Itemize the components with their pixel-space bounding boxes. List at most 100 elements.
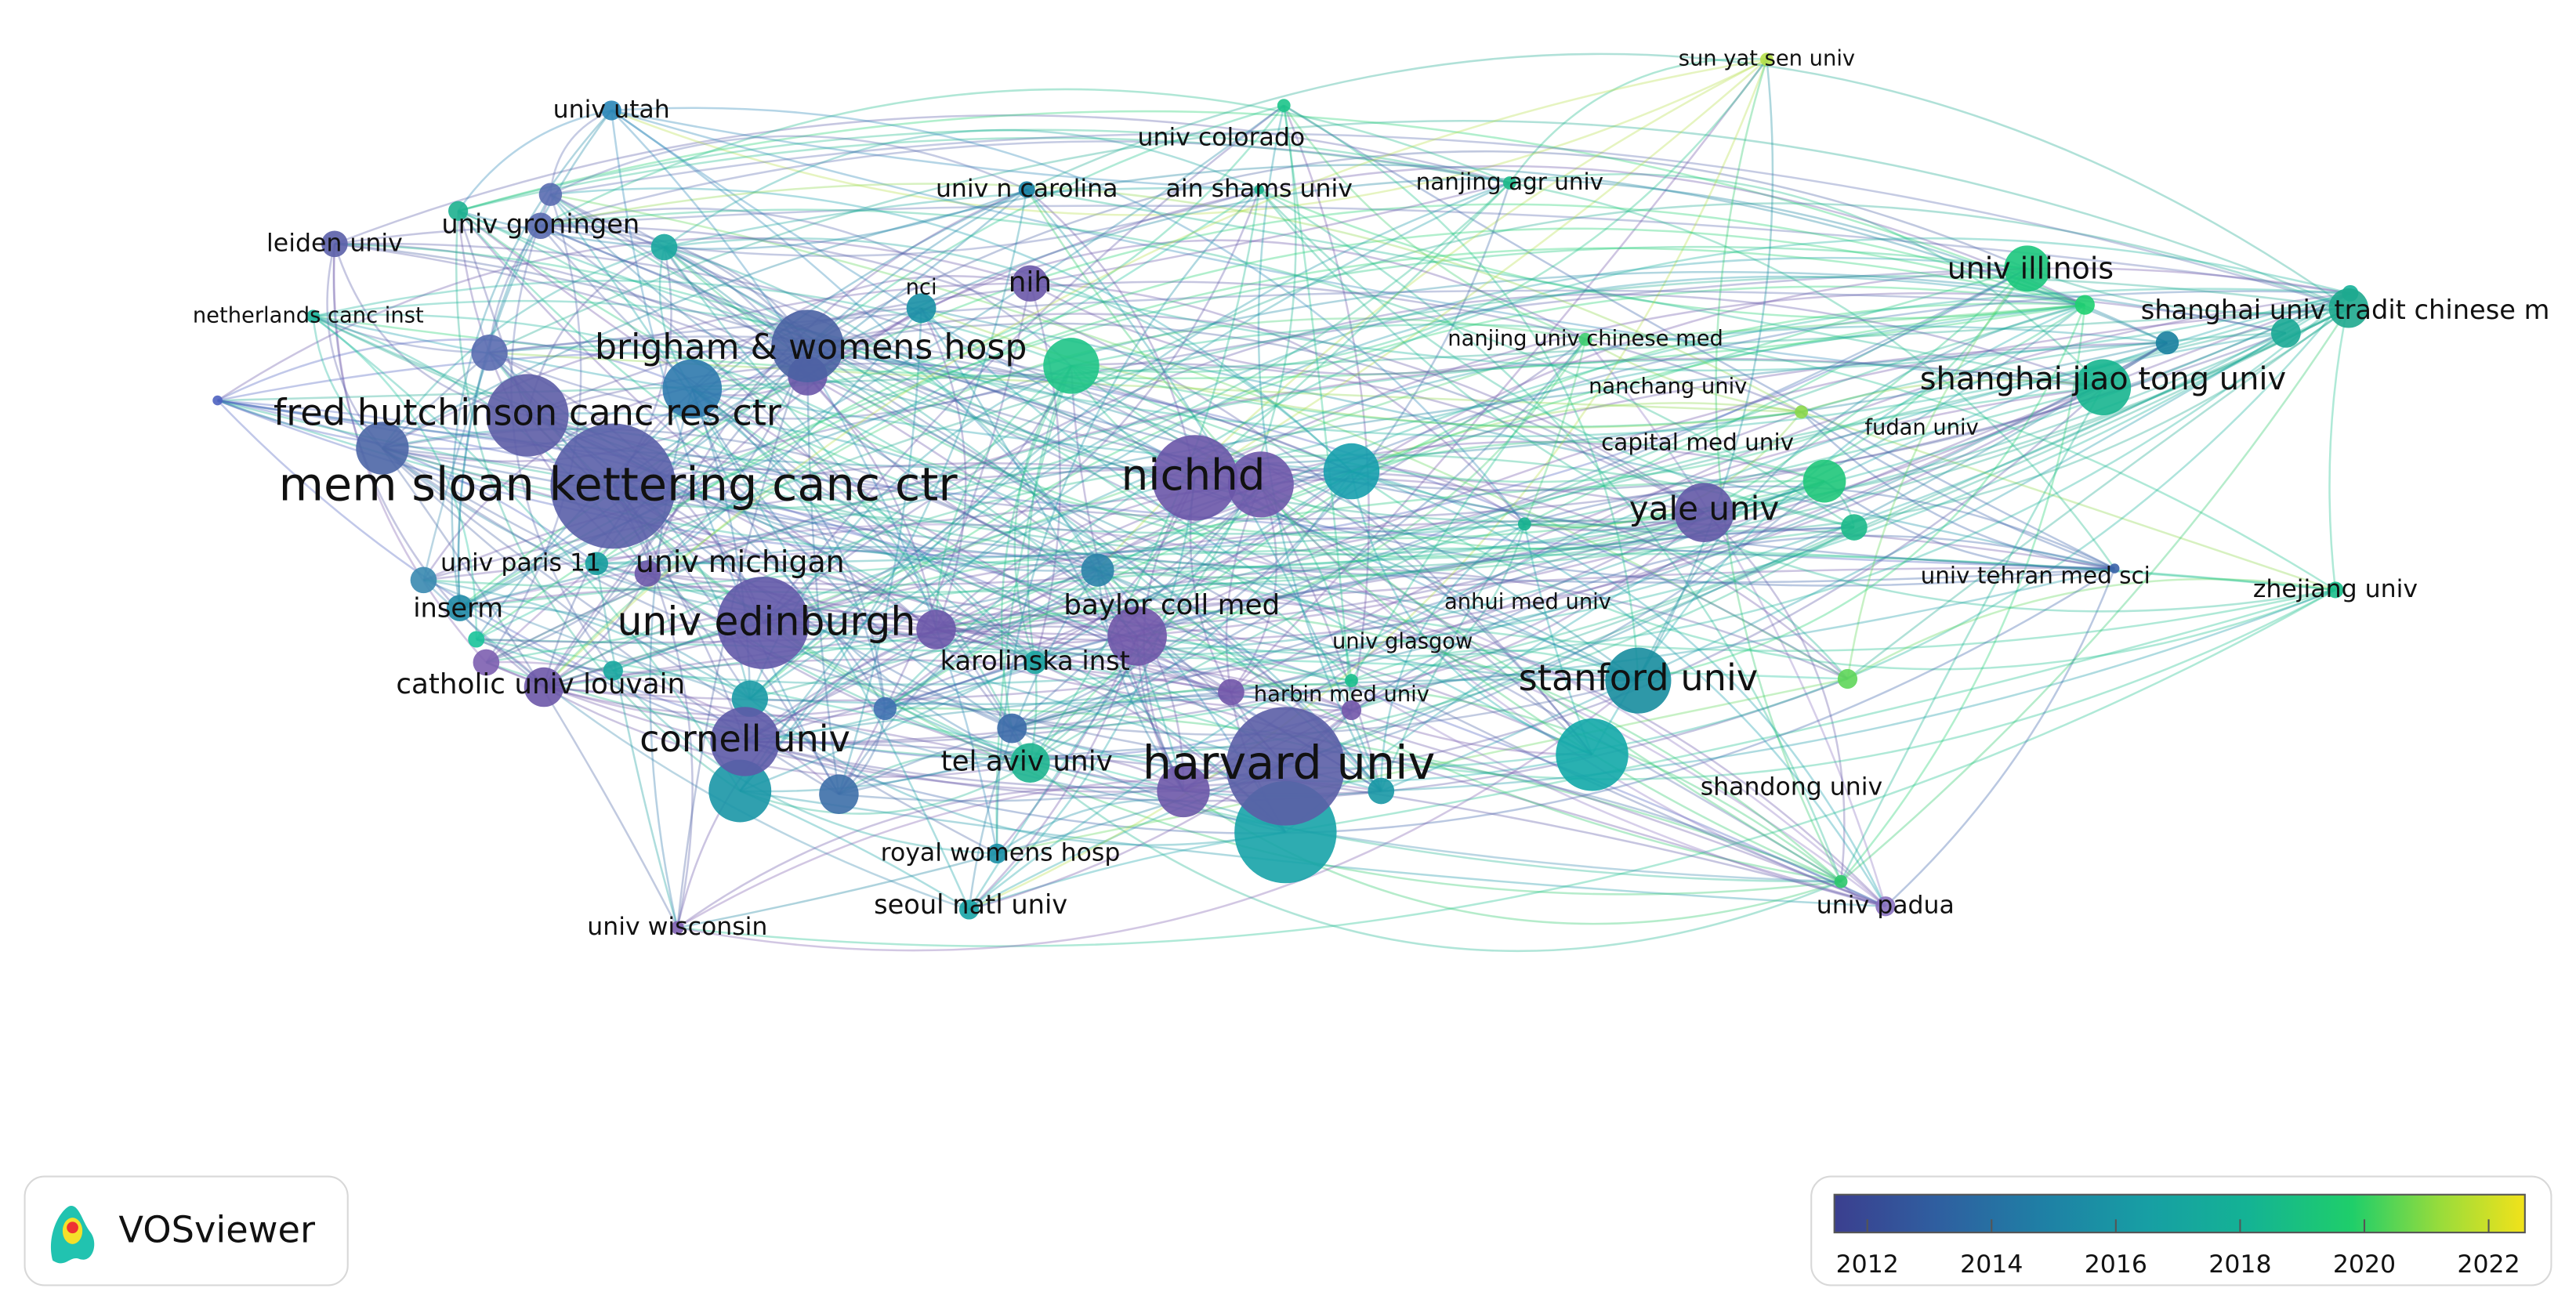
edge — [458, 136, 1510, 212]
node-label: univ glasgow — [1332, 630, 1473, 654]
edge — [1259, 188, 2085, 320]
node — [2270, 317, 2301, 348]
edge — [1824, 480, 2115, 570]
node-label: nci — [906, 276, 937, 300]
edge — [749, 285, 2085, 700]
node-label: univ colorado — [1137, 124, 1305, 152]
edge — [1350, 402, 1802, 472]
edge — [745, 386, 2104, 789]
edge — [1284, 534, 2115, 767]
edge — [744, 568, 1848, 743]
node-label: seoul natl univ — [874, 889, 1067, 920]
edge — [540, 204, 2351, 295]
edge — [968, 331, 2287, 910]
edge — [422, 375, 808, 581]
edge — [550, 187, 1353, 472]
edge — [1715, 59, 1842, 882]
edge — [475, 188, 1027, 640]
edge — [936, 569, 1099, 631]
edge — [1194, 182, 1511, 479]
edge — [527, 414, 1842, 896]
edge — [1136, 386, 2103, 638]
edge — [664, 186, 1259, 248]
edge — [1509, 172, 2104, 389]
edge — [739, 275, 2085, 792]
edge — [457, 210, 937, 631]
edge — [1284, 307, 2350, 768]
edge — [806, 165, 2085, 377]
edge — [217, 399, 598, 565]
edge — [1029, 283, 1062, 663]
edge — [691, 275, 1031, 390]
edge — [2027, 267, 2349, 314]
edge — [539, 225, 1352, 711]
edge — [884, 267, 2028, 710]
edge — [1259, 188, 1842, 882]
edge — [527, 331, 2287, 520]
edge — [1884, 568, 2116, 907]
edge — [1194, 292, 2287, 479]
edge — [422, 461, 1195, 581]
edge — [489, 119, 2350, 354]
edge — [596, 227, 2085, 565]
edge — [612, 485, 694, 928]
node — [1502, 176, 1516, 190]
edge — [489, 351, 1072, 420]
node — [1010, 743, 1050, 783]
edge — [1029, 282, 1586, 375]
edge — [691, 388, 1031, 764]
edge — [1523, 267, 2028, 525]
edge — [677, 342, 2168, 929]
edge — [838, 308, 922, 795]
edge — [610, 109, 2103, 389]
edge — [676, 786, 1184, 929]
edge — [1801, 378, 2103, 414]
node — [987, 843, 1007, 864]
edge — [1585, 338, 1802, 414]
logo-frame — [24, 1175, 349, 1286]
edge — [1283, 104, 1586, 341]
edge — [1029, 303, 2085, 764]
edge — [1030, 282, 1526, 525]
labels: mem sloan kettering canc ctr fred hutchin… — [193, 46, 2550, 941]
edge — [1351, 523, 1526, 711]
edge — [540, 140, 1510, 227]
edge — [1283, 104, 2115, 570]
node — [1107, 606, 1167, 666]
edge — [739, 762, 1031, 815]
node — [873, 697, 897, 721]
edge — [543, 613, 1593, 756]
logo-box[interactable]: VOSviewer — [24, 1175, 349, 1286]
edge — [596, 275, 2349, 565]
edge — [423, 579, 751, 700]
edge — [1259, 483, 1886, 907]
edge — [1351, 470, 1886, 907]
edge — [382, 447, 1639, 736]
edge — [459, 188, 1027, 610]
edge — [1029, 762, 1842, 953]
edge — [1285, 292, 2351, 769]
node — [1277, 99, 1291, 113]
edge — [613, 485, 1031, 764]
edge — [647, 307, 922, 574]
node-label: leiden univ — [266, 229, 403, 257]
edge — [596, 523, 1886, 907]
edge — [745, 678, 1639, 743]
edge — [542, 345, 809, 688]
edge — [334, 225, 1593, 756]
colorbar-tick-label: 2014 — [1960, 1250, 2023, 1279]
edge — [334, 243, 809, 377]
edge — [1136, 267, 2351, 637]
edge — [527, 362, 1352, 472]
node-label: stanford univ — [1519, 657, 1759, 699]
edge — [1071, 362, 1705, 514]
edge — [1230, 342, 2168, 693]
edge — [596, 563, 679, 928]
edge — [540, 207, 1072, 367]
node-label: karolinska inst — [940, 646, 1130, 676]
edge — [739, 182, 1510, 792]
edge — [422, 579, 969, 911]
edge — [749, 567, 2115, 705]
edge — [884, 237, 2351, 710]
edge — [1011, 338, 1587, 729]
